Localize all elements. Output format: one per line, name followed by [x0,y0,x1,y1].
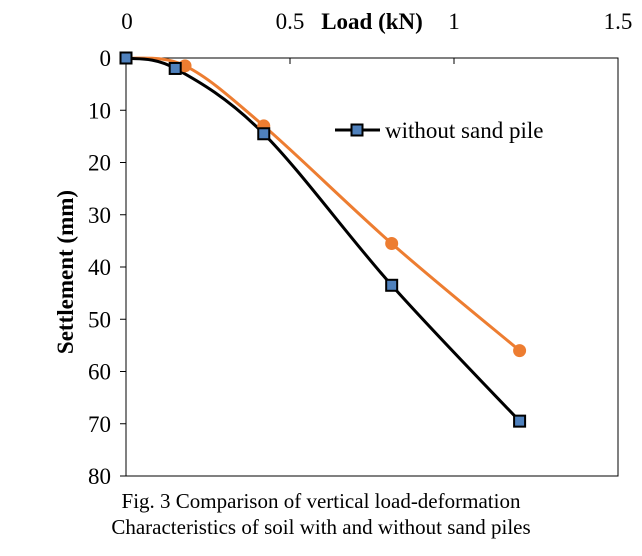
chart: 0 0.5 1 1.5 0 10 20 30 40 50 60 70 80 Load (kN) Set… [53,9,632,489]
y-tick-label: 60 [88,360,111,385]
series-0-point [513,414,527,428]
plot-area [125,57,619,477]
y-axis-ticks: 0 10 20 30 40 50 60 70 80 [88,46,126,489]
y-tick-label: 30 [88,203,111,228]
x-axis-label: Load (kN) [321,9,423,34]
y-tick-label: 0 [100,46,112,71]
x-axis-ticks: 0 0.5 1 1.5 [121,9,632,64]
series-1-point [385,236,399,250]
y-tick-label: 20 [88,151,111,176]
series-0-point [257,127,271,141]
series-0-point [119,51,133,65]
series-1-point [513,344,527,358]
series-0-point [168,61,182,75]
x-tick-label: 0.5 [276,9,305,34]
series-layer [119,51,527,428]
legend-marker [350,123,364,137]
series-0-point [385,278,399,292]
x-tick-label: 1.5 [604,9,633,34]
caption-line-1: Fig. 3 Comparison of vertical load-defor… [121,489,521,513]
y-axis-label: Settlement (mm) [53,190,78,354]
figure-caption: Fig. 3 Comparison of vertical load-defor… [0,488,642,540]
y-tick-label: 70 [88,412,111,437]
y-tick-label: 80 [88,464,111,489]
y-tick-label: 50 [88,307,111,332]
x-tick-label: 0 [121,9,133,34]
legend: without sand pile [335,118,543,143]
y-tick-label: 40 [88,255,111,280]
caption-line-2: Characteristics of soil with and without… [111,515,531,539]
legend-label: without sand pile [385,118,543,143]
x-tick-label: 1 [448,9,460,34]
y-tick-label: 10 [88,98,111,123]
